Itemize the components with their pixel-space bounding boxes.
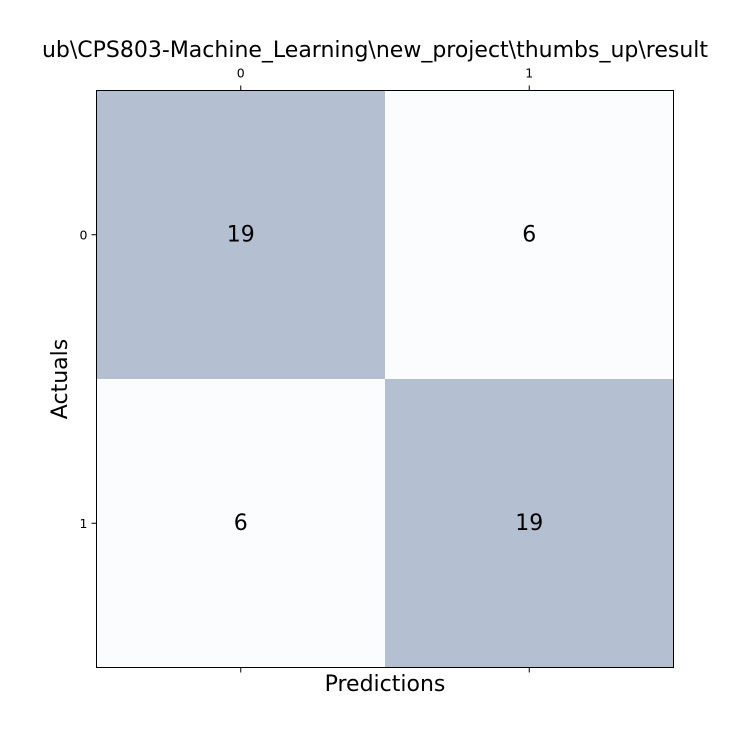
- matrix-cell-labels: 19 6 6 19: [227, 222, 544, 536]
- matrix-cell-r1-c1: [385, 379, 674, 668]
- cell-value-r1-c0: 6: [234, 511, 248, 536]
- matrix-cell-r0-c1: [385, 90, 674, 379]
- y-tick-label-1: 1: [80, 516, 88, 531]
- plot-frame: [96, 90, 674, 668]
- matrix-cells: [96, 90, 674, 668]
- cell-value-r0-c1: 6: [522, 222, 536, 247]
- y-tick-label-0: 0: [80, 227, 88, 242]
- y-axis-label: Actuals: [48, 339, 73, 419]
- cell-value-r1-c1: 19: [515, 511, 543, 536]
- x-tick-label-1: 1: [525, 66, 533, 81]
- x-axis-label: Predictions: [325, 672, 446, 697]
- matrix-cell-r0-c0: [96, 90, 385, 379]
- cell-value-r0-c0: 19: [227, 222, 255, 247]
- chart-title: ub\CPS803-Machine_Learning\new_project\t…: [42, 38, 708, 63]
- matrix-cell-r1-c0: [96, 379, 385, 668]
- x-tick-label-0: 0: [237, 66, 245, 81]
- y-axis-ticks: 01: [80, 227, 97, 531]
